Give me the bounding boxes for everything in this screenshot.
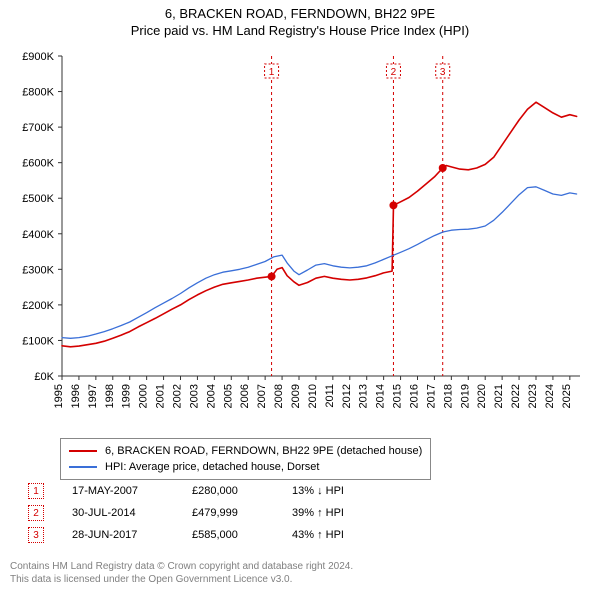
footer-line1: Contains HM Land Registry data © Crown c… [10,560,353,573]
svg-text:1: 1 [269,67,275,78]
svg-text:2013: 2013 [358,384,370,408]
svg-text:2009: 2009 [290,384,302,408]
svg-text:£0K: £0K [34,371,54,383]
sales-row: 2 30-JUL-2014£479,99939% ↑ HPI [28,502,392,524]
sale-date: 17-MAY-2007 [72,485,192,497]
svg-text:£900K: £900K [22,51,54,63]
sale-diff: 13% ↓ HPI [292,485,392,497]
svg-text:2003: 2003 [188,384,200,408]
sales-row: 1 17-MAY-2007£280,00013% ↓ HPI [28,480,392,502]
svg-text:£800K: £800K [22,87,54,99]
svg-text:£500K: £500K [22,193,54,205]
svg-text:2008: 2008 [273,384,285,408]
chart-svg: £0K £100K £200K £300K £400K £500K £600K £700K £8… [10,46,590,426]
sale-date: 30-JUL-2014 [72,507,192,519]
svg-text:2016: 2016 [408,384,420,408]
svg-text:£200K: £200K [22,300,54,312]
svg-text:2015: 2015 [392,384,404,408]
svg-text:2006: 2006 [239,384,251,408]
legend-label: 6, BRACKEN ROAD, FERNDOWN, BH22 9PE (det… [105,445,422,457]
svg-text:2021: 2021 [493,384,505,408]
svg-text:2001: 2001 [155,384,167,408]
sale-price: £585,000 [192,529,292,541]
svg-text:2022: 2022 [510,384,522,408]
svg-text:2004: 2004 [205,384,217,408]
title-main: 6, BRACKEN ROAD, FERNDOWN, BH22 9PE [0,6,600,21]
svg-text:2024: 2024 [544,384,556,408]
chart: £0K £100K £200K £300K £400K £500K £600K £700K £8… [10,46,590,426]
sale-price: £479,999 [192,507,292,519]
svg-text:2014: 2014 [375,384,387,408]
legend-row: 6, BRACKEN ROAD, FERNDOWN, BH22 9PE (det… [69,443,422,459]
svg-text:1995: 1995 [53,384,65,408]
svg-text:2025: 2025 [561,384,573,408]
svg-text:3: 3 [440,67,446,78]
sale-marker: 3 [28,527,44,543]
svg-text:2010: 2010 [307,384,319,408]
legend-row: HPI: Average price, detached house, Dors… [69,459,422,475]
legend-swatch [69,466,97,468]
legend-swatch [69,450,97,452]
svg-text:£100K: £100K [22,335,54,347]
title-sub: Price paid vs. HM Land Registry's House … [0,23,600,38]
svg-text:1996: 1996 [70,384,82,408]
svg-text:£600K: £600K [22,158,54,170]
svg-text:2020: 2020 [476,384,488,408]
svg-text:2018: 2018 [442,384,454,408]
sales-table: 1 17-MAY-2007£280,00013% ↓ HPI 2 30-JUL-201… [28,480,392,546]
svg-text:2000: 2000 [138,384,150,408]
legend: 6, BRACKEN ROAD, FERNDOWN, BH22 9PE (det… [60,438,431,480]
sale-price: £280,000 [192,485,292,497]
svg-text:1998: 1998 [104,384,116,408]
sale-diff: 43% ↑ HPI [292,529,392,541]
svg-text:2002: 2002 [171,384,183,408]
svg-text:2007: 2007 [256,384,268,408]
sale-marker: 2 [28,505,44,521]
chart-titles: 6, BRACKEN ROAD, FERNDOWN, BH22 9PE Pric… [0,0,600,38]
sales-row: 3 28-JUN-2017£585,00043% ↑ HPI [28,524,392,546]
legend-label: HPI: Average price, detached house, Dors… [105,461,319,473]
svg-text:£700K: £700K [22,122,54,134]
svg-text:2012: 2012 [341,384,353,408]
footer-line2: This data is licensed under the Open Gov… [10,573,353,586]
sale-date: 28-JUN-2017 [72,529,192,541]
svg-text:£400K: £400K [22,229,54,241]
svg-text:2019: 2019 [459,384,471,408]
svg-text:1997: 1997 [87,384,99,408]
sale-marker: 1 [28,483,44,499]
footer: Contains HM Land Registry data © Crown c… [10,560,353,586]
svg-text:2017: 2017 [425,384,437,408]
svg-text:2023: 2023 [527,384,539,408]
sale-diff: 39% ↑ HPI [292,507,392,519]
svg-text:1999: 1999 [121,384,133,408]
svg-text:£300K: £300K [22,264,54,276]
svg-text:2005: 2005 [222,384,234,408]
svg-text:2011: 2011 [324,384,336,408]
svg-text:2: 2 [391,67,397,78]
